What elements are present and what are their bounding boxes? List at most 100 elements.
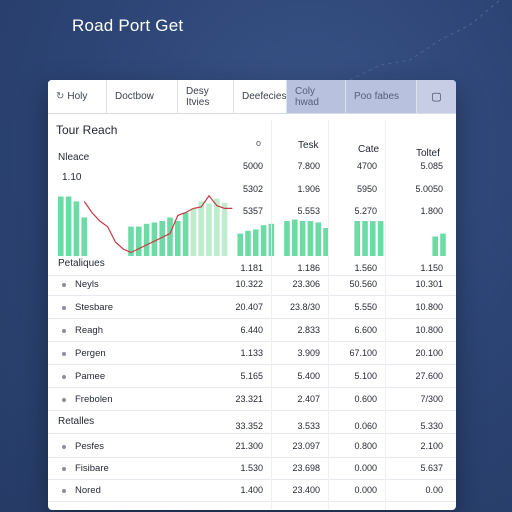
chart-bar xyxy=(159,221,165,256)
column-header-cate[interactable]: Cate xyxy=(358,144,380,155)
row-label[interactable]: Nored xyxy=(75,485,101,496)
row-label[interactable]: Stesbare xyxy=(75,302,114,313)
row-value: 10.322 xyxy=(235,279,263,289)
row-value: 21.300 xyxy=(235,441,263,451)
row-value: 20.407 xyxy=(235,302,263,312)
metric-value: 1.10 xyxy=(62,172,82,183)
tab-coly-hwad[interactable]: Coly hwad xyxy=(287,80,346,113)
tab-holy[interactable]: ↻ Holy xyxy=(48,80,107,113)
top-value: 1.906 xyxy=(297,184,320,194)
row-label[interactable]: Neyls xyxy=(75,279,99,290)
chart-bar xyxy=(323,228,329,256)
tab-label: Deefecies xyxy=(242,91,287,102)
chart-bar xyxy=(315,222,321,256)
row-value: 20.100 xyxy=(415,348,443,358)
section-total: 5.330 xyxy=(420,421,443,431)
row-value: 23.698 xyxy=(292,463,320,473)
row-label[interactable]: Pergen xyxy=(75,348,106,359)
chart-bar xyxy=(377,221,384,256)
tab-window[interactable]: ▢ xyxy=(417,80,456,113)
chart-bar xyxy=(128,226,134,256)
tab-label: Holy xyxy=(67,91,88,102)
chart-bar xyxy=(432,236,438,256)
row-value: 1.530 xyxy=(240,463,263,473)
chart-bar xyxy=(65,196,72,256)
row-value: 23.097 xyxy=(292,441,320,451)
row-divider xyxy=(48,341,456,342)
tab-poo-fabes[interactable]: Poo fabes xyxy=(346,80,417,113)
top-value: 1.800 xyxy=(420,206,443,216)
top-value: 5.270 xyxy=(354,206,377,216)
chart-bar xyxy=(237,233,243,256)
chart-bar xyxy=(143,223,150,256)
row-value: 7/300 xyxy=(420,394,443,404)
row-bullet xyxy=(62,329,66,333)
column-header-toltef[interactable]: Toltef xyxy=(416,148,440,159)
row-value: 23.306 xyxy=(292,279,320,289)
row-label[interactable]: Fisibare xyxy=(75,463,109,474)
top-value: 5.0050 xyxy=(415,184,443,194)
row-bullet xyxy=(62,445,66,449)
row-value: 0.00 xyxy=(425,485,443,495)
row-value: 3.909 xyxy=(297,348,320,358)
row-bullet xyxy=(62,283,66,287)
row-bullet xyxy=(62,398,66,402)
row-label[interactable]: Frebolen xyxy=(75,394,113,405)
top-value: 5950 xyxy=(356,184,377,194)
chart-bar xyxy=(175,221,181,256)
top-value: 5.553 xyxy=(297,206,320,216)
row-value: 0.000 xyxy=(354,485,377,495)
row-divider xyxy=(48,387,456,388)
chart-bar xyxy=(307,221,314,256)
section-total: 1.181 xyxy=(240,263,263,273)
row-bullet xyxy=(62,352,66,356)
top-value: 5000 xyxy=(242,161,263,171)
row-label[interactable]: Pesfes xyxy=(75,441,105,452)
row-value: 10.800 xyxy=(415,325,443,335)
top-value: 4700 xyxy=(356,161,377,171)
row-divider xyxy=(48,318,456,319)
section-total: 1.186 xyxy=(297,263,320,273)
chart-bar xyxy=(182,212,189,256)
row-bullet xyxy=(62,375,66,379)
row-label[interactable]: Reagh xyxy=(75,325,103,336)
chart-bar xyxy=(198,201,204,256)
tab-label: Poo fabes xyxy=(354,91,400,102)
chart-bar xyxy=(370,221,376,256)
tab-deefecies[interactable]: Deefecies xyxy=(234,80,287,113)
chart-bar xyxy=(58,196,64,256)
tab-desy-itvies[interactable]: Desy Itvies xyxy=(178,80,234,113)
row-divider xyxy=(48,433,456,434)
app-title: Road Port Get xyxy=(72,16,184,35)
row-value: 5.550 xyxy=(354,302,377,312)
chart-bar xyxy=(260,225,267,256)
chart-line xyxy=(83,194,233,254)
chart-bar xyxy=(81,217,87,256)
row-bullet xyxy=(62,467,66,471)
section-total: 33.352 xyxy=(235,421,263,431)
chart-bar xyxy=(167,217,173,256)
chart-bar xyxy=(214,198,220,256)
chart-bar xyxy=(206,203,212,256)
chart-bar xyxy=(253,229,259,256)
tab-doctbow[interactable]: Doctbow xyxy=(107,80,178,113)
row-divider xyxy=(48,457,456,458)
row-value: 23.400 xyxy=(292,485,320,495)
row-value: 2.833 xyxy=(297,325,320,335)
column-header-tesk[interactable]: Tesk xyxy=(298,140,319,151)
row-label[interactable]: Pamee xyxy=(75,371,106,382)
row-value: 6.440 xyxy=(240,325,263,335)
chart-bar xyxy=(190,208,197,256)
column-header-icon[interactable]: o xyxy=(256,138,262,148)
row-value: 0.000 xyxy=(354,463,377,473)
row-value: 5.165 xyxy=(240,371,263,381)
row-value: 1.133 xyxy=(240,348,263,358)
report-window: ↻ Holy Doctbow Desy Itvies Deefecies Col… xyxy=(48,80,456,510)
section-petaliques-title: Petaliques xyxy=(58,258,105,269)
column-separator xyxy=(271,120,272,510)
chart-bar xyxy=(284,221,290,256)
top-value: 7.800 xyxy=(297,161,320,171)
tab-label: Desy Itvies xyxy=(186,85,210,108)
row-value: 5.100 xyxy=(354,371,377,381)
row-divider xyxy=(48,479,456,480)
